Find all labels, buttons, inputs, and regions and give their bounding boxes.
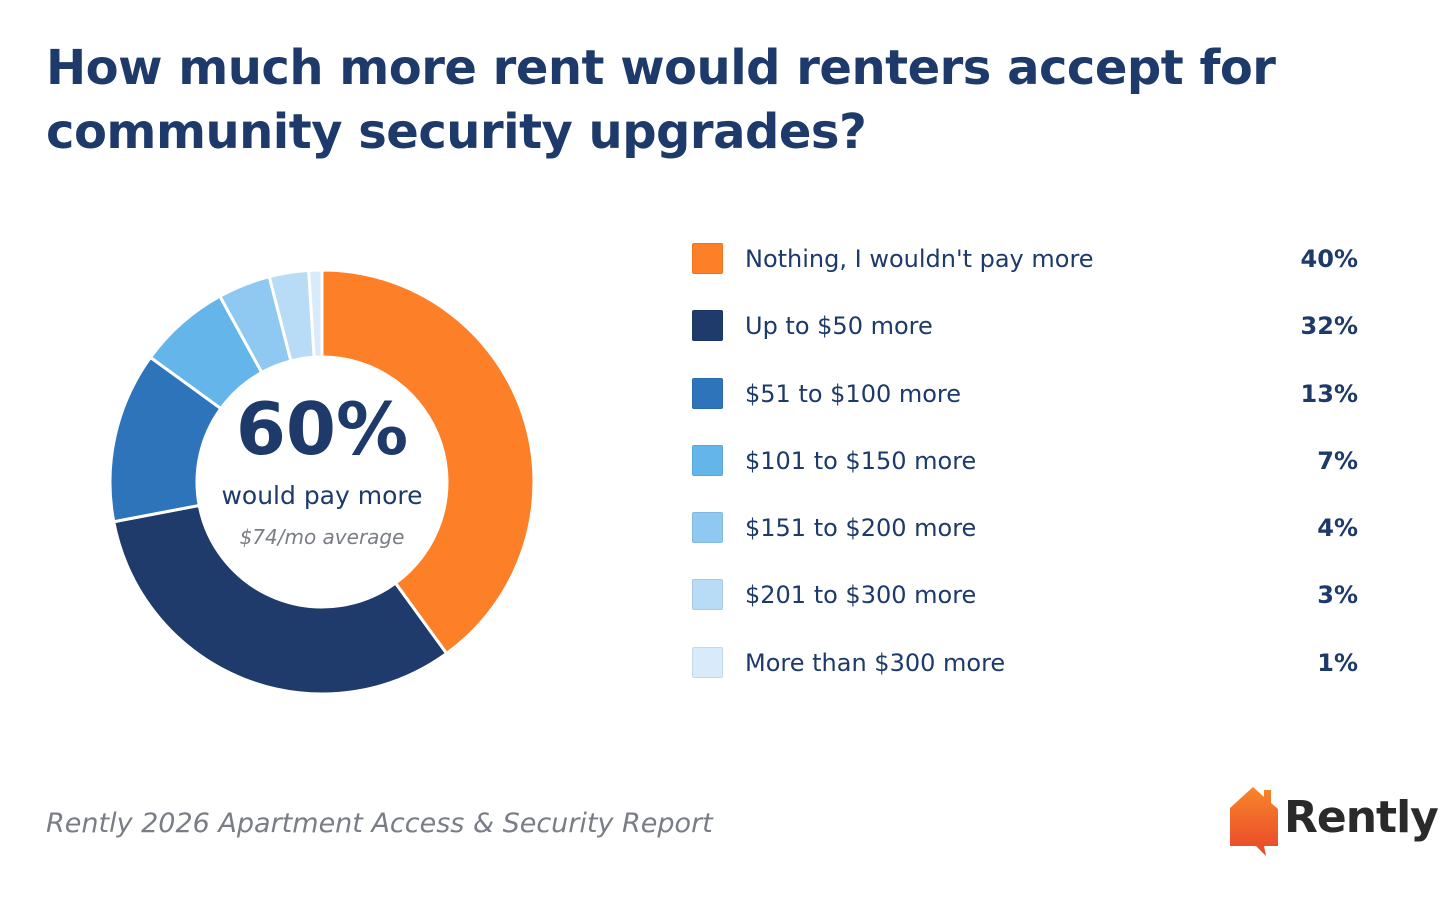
legend-swatch: [692, 512, 723, 544]
center-sublabel: $74/mo average: [240, 525, 405, 549]
house-chat-logo-icon: [1230, 787, 1278, 856]
donut-slices: [108, 268, 536, 696]
legend-label: Up to $50 more: [745, 312, 933, 341]
legend-swatch: [692, 243, 723, 274]
chart-title: How much more rent would renters accept …: [46, 40, 1276, 160]
legend-label: $201 to $300 more: [745, 581, 977, 610]
center-value: 60%: [236, 387, 408, 471]
legend-item-nothing-i-wouldn-t-pay-more: Nothing, I wouldn't pay more 40%: [692, 242, 1358, 309]
donut-slice-more-than-300-more: [307, 268, 324, 359]
legend-swatch: [692, 646, 723, 678]
legend-label: More than $300 more: [745, 648, 1006, 677]
legend-label: $51 to $100 more: [745, 379, 962, 408]
donut-slice-nothing-i-wouldn-t-pay-more: [320, 268, 536, 656]
rently-logo: Rently: [1226, 784, 1439, 860]
legend-item-201-to-300-more: $201 to $300 more 3%: [692, 578, 1358, 645]
legend-value: 32%: [1300, 312, 1358, 341]
legend-swatch: [692, 377, 723, 409]
legend-swatch: [692, 579, 723, 611]
legend-value: 7%: [1317, 446, 1358, 475]
legend-value: 3%: [1317, 581, 1358, 610]
legend-item-up-to-50-more: Up to $50 more 32%: [692, 309, 1358, 376]
legend-item-more-than-300-more: More than $300 more 1%: [692, 646, 1358, 713]
legend-item-101-to-150-more: $101 to $150 more 7%: [692, 444, 1358, 511]
center-label: would pay more: [221, 481, 422, 510]
legend-swatch: [692, 444, 723, 476]
source-note: Rently 2026 Apartment Access & Security …: [46, 808, 713, 839]
legend-item-51-to-100-more: $51 to $100 more 13%: [692, 377, 1358, 444]
legend-value: 13%: [1300, 379, 1358, 408]
legend-label: $151 to $200 more: [745, 514, 977, 543]
legend-item-151-to-200-more: $151 to $200 more 4%: [692, 511, 1358, 578]
legend-value: 1%: [1317, 648, 1358, 677]
donut-slice-up-to-50-more: [112, 503, 449, 696]
legend-label: $101 to $150 more: [745, 446, 977, 475]
legend-value: 4%: [1317, 514, 1358, 543]
legend-swatch: [692, 310, 723, 342]
legend-value: 40%: [1300, 245, 1358, 273]
legend-label: Nothing, I wouldn't pay more: [745, 245, 1094, 273]
legend: Nothing, I wouldn't pay more 40% Up to $50…: [692, 242, 1358, 713]
donut-chart: 60% would pay more $74/mo average: [108, 268, 536, 696]
brand-name: Rently: [1284, 792, 1439, 843]
